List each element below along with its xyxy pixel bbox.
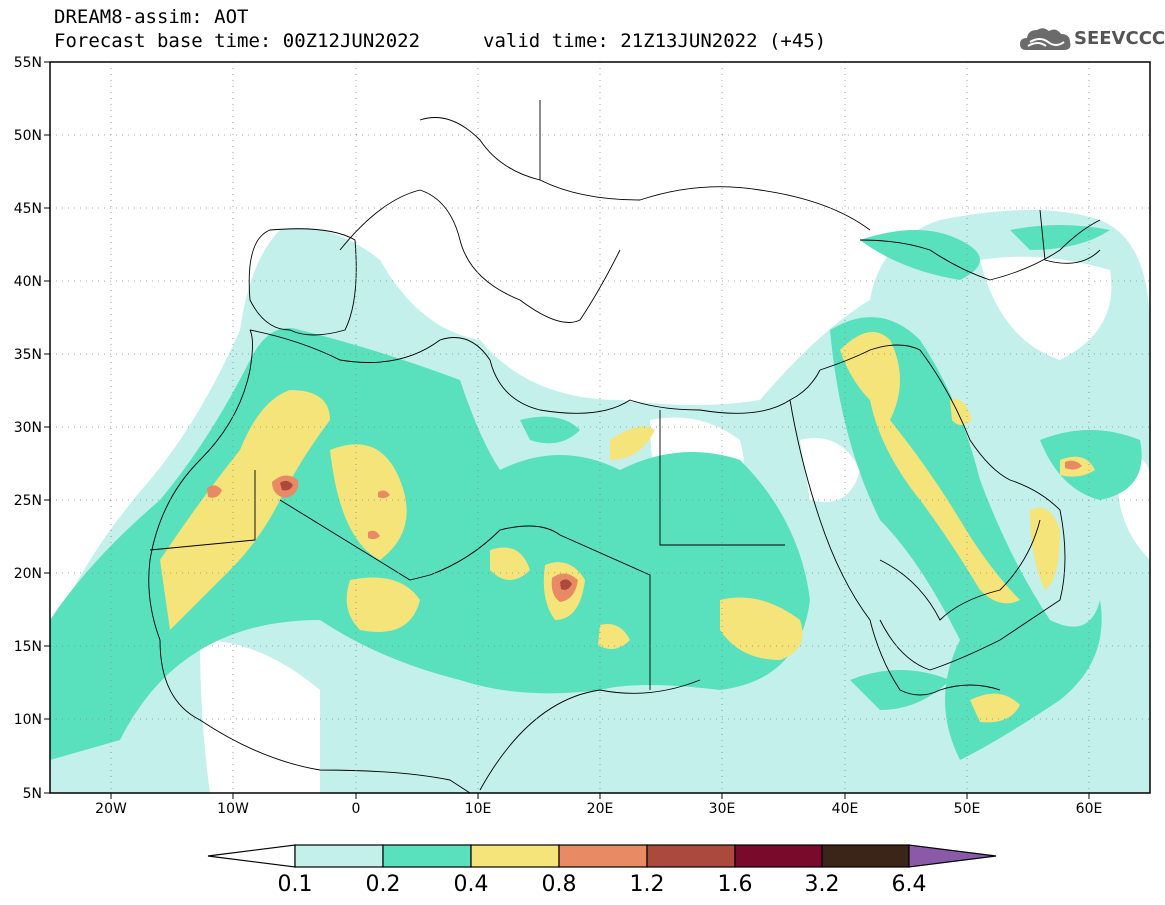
colorbar-high-arrow xyxy=(908,844,997,868)
lon-label: 60E xyxy=(1076,801,1103,817)
aot-level-0-4 xyxy=(160,390,330,630)
colorbar-segment xyxy=(734,844,823,868)
lat-label: 55N xyxy=(14,55,42,71)
logo-text: SEEVCCC xyxy=(1074,28,1165,49)
lon-label: 30E xyxy=(709,801,736,817)
colorbar-label: 0.1 xyxy=(278,872,313,897)
colorbar-label: 3.2 xyxy=(805,872,840,897)
lat-label: 45N xyxy=(14,201,42,217)
colorbar xyxy=(207,844,997,868)
aot-field xyxy=(50,210,1150,793)
colorbar-label: 1.6 xyxy=(718,872,753,897)
colorbar-label: 6.4 xyxy=(892,872,927,897)
lat-label: 20N xyxy=(14,566,42,582)
colorbar-segment xyxy=(382,844,472,868)
aot-level-1-2 xyxy=(280,480,293,491)
forecast-base-time: Forecast base time: 00Z12JUN2022 xyxy=(54,30,421,52)
lat-label: 10N xyxy=(14,712,42,728)
seevccc-logo: SEEVCCC xyxy=(1018,24,1165,54)
longitude-labels: 20W 10W 0 10E 20E 30E 40E 50E 60E xyxy=(95,801,1102,817)
colorbar-segment xyxy=(558,844,648,868)
colorbar-label: 0.4 xyxy=(454,872,489,897)
cloud-icon xyxy=(1020,28,1071,50)
lat-label: 30N xyxy=(14,420,42,436)
colorbar-label: 0.8 xyxy=(542,872,577,897)
lat-label: 35N xyxy=(14,347,42,363)
lat-label: 40N xyxy=(14,274,42,290)
lon-label: 10W xyxy=(217,801,249,817)
colorbar-low-arrow xyxy=(207,844,296,868)
colorbar-label: 1.2 xyxy=(630,872,665,897)
map-title: DREAM8-assim: AOT xyxy=(54,6,249,28)
coastlines xyxy=(148,100,1101,793)
lon-label: 20W xyxy=(95,801,127,817)
colorbar-segment xyxy=(821,844,910,868)
lon-label: 0 xyxy=(352,801,361,817)
lat-label: 50N xyxy=(14,128,42,144)
colorbar-segment xyxy=(294,844,384,868)
lat-label: 5N xyxy=(23,786,42,802)
lon-label: 50E xyxy=(954,801,981,817)
lon-label: 10E xyxy=(465,801,492,817)
colorbar-labels: 0.1 0.2 0.4 0.8 1.2 1.6 3.2 6.4 xyxy=(278,872,927,897)
valid-time: valid time: 21Z13JUN2022 (+45) xyxy=(483,30,827,52)
latitude-labels: 55N 50N 45N 40N 35N 30N 25N 20N 15N 10N … xyxy=(14,55,42,802)
colorbar-segment xyxy=(646,844,736,868)
axis-ticks xyxy=(44,61,1090,799)
aot-level-0-2 xyxy=(50,328,810,760)
colorbar-segment xyxy=(470,844,560,868)
colorbar-label: 0.2 xyxy=(366,872,401,897)
lat-label: 15N xyxy=(14,639,42,655)
lon-label: 40E xyxy=(832,801,859,817)
lon-label: 20E xyxy=(587,801,614,817)
lat-label: 25N xyxy=(14,493,42,509)
